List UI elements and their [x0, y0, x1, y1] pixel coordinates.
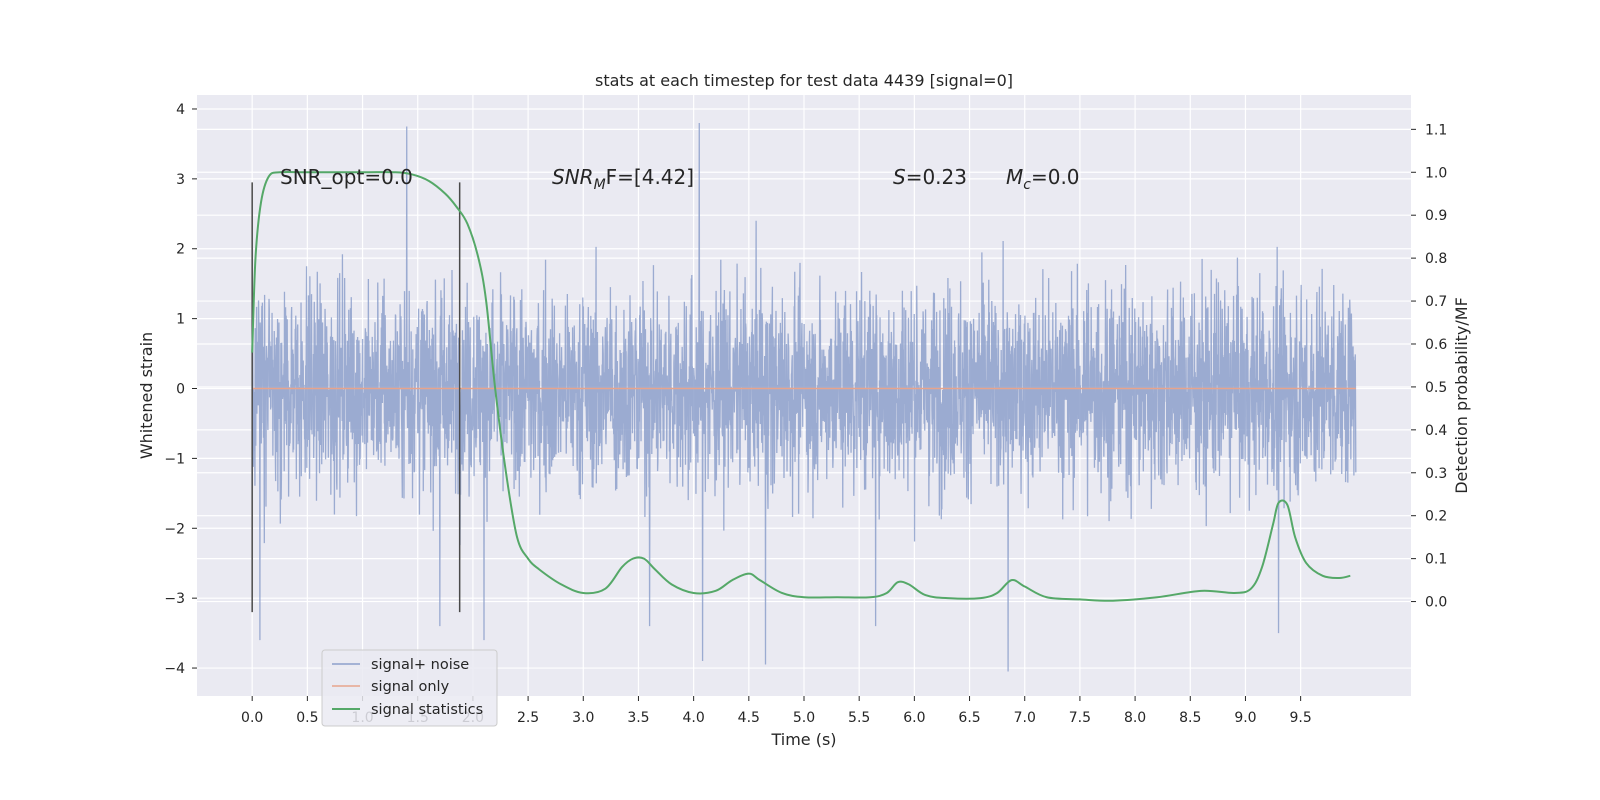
- annotation-snr-mf-sub: M: [594, 177, 606, 193]
- y2-tick-label: 0.4: [1425, 423, 1447, 439]
- annotation-snr-mf: SNRMF=[4.42]: [552, 165, 694, 193]
- annotation-s-main: S: [893, 165, 906, 189]
- x-tick-label: 5.0: [793, 710, 815, 726]
- annotation-mc-sub: c: [1023, 177, 1031, 193]
- annotation-snr-mf-rest: F=[4.42]: [606, 165, 694, 189]
- legend-label-signal-noise: signal+ noise: [371, 657, 469, 673]
- y2-axis-label: Detection probability/MF: [1452, 297, 1471, 494]
- y2-tick-label: 0.0: [1425, 595, 1447, 611]
- y2-tick-label: 1.1: [1425, 122, 1447, 138]
- y2-tick-label: 0.5: [1425, 380, 1447, 396]
- signal-statistics-series: [251, 170, 1351, 602]
- x-tick-label: 3.5: [627, 710, 649, 726]
- legend: signal+ noise signal only signal statist…: [321, 649, 498, 727]
- signal-noise-line: [251, 122, 1357, 672]
- legend-label-signal-statistics: signal statistics: [371, 702, 483, 718]
- x-tick-label: 2.5: [517, 710, 539, 726]
- y-tick-label: 2: [176, 242, 185, 258]
- x-tick-label: 0.0: [241, 710, 263, 726]
- y-tick-label: −4: [164, 661, 185, 677]
- x-tick-label: 9.0: [1234, 710, 1256, 726]
- x-tick-label: 4.5: [738, 710, 760, 726]
- y2-tick-label: 0.6: [1425, 337, 1447, 353]
- y-tick-label: −2: [164, 521, 185, 537]
- y2-tick-label: 0.1: [1425, 552, 1447, 568]
- x-tick-label: 7.0: [1014, 710, 1036, 726]
- y-tick-label: −1: [164, 451, 185, 467]
- x-tick-label: 0.5: [296, 710, 318, 726]
- window-markers: [251, 182, 461, 613]
- annotation-mc-main: M: [1006, 165, 1023, 189]
- annotation-s: S=0.23: [893, 165, 967, 189]
- x-tick-label: 3.0: [572, 710, 594, 726]
- annotation-mc-rest: =0.0: [1031, 165, 1080, 189]
- y-tick-label: 1: [176, 312, 185, 328]
- y2-tick-label: 0.2: [1425, 509, 1447, 525]
- y-axis-label: Whitened strain: [137, 332, 156, 459]
- annotation-s-rest: =0.23: [906, 165, 967, 189]
- tick-labels: 0.00.51.01.52.02.53.03.54.04.55.05.56.06…: [164, 102, 1447, 726]
- legend-box: [321, 649, 498, 727]
- x-tick-label: 9.5: [1290, 710, 1312, 726]
- y-tick-label: 4: [176, 102, 185, 118]
- chart-title: stats at each timestep for test data 443…: [595, 71, 1013, 90]
- x-axis-label: Time (s): [770, 730, 836, 749]
- y2-tick-label: 0.9: [1425, 208, 1447, 224]
- x-tick-label: 8.5: [1179, 710, 1201, 726]
- annotation-mc: Mc=0.0: [1006, 165, 1080, 193]
- x-tick-label: 8.0: [1124, 710, 1146, 726]
- x-tick-label: 7.5: [1069, 710, 1091, 726]
- annotation-snr-mf-main: SNR: [552, 165, 594, 189]
- y2-tick-label: 0.3: [1425, 466, 1447, 482]
- x-tick-label: 6.0: [903, 710, 925, 726]
- y-tick-label: −3: [164, 591, 185, 607]
- y2-tick-label: 0.7: [1425, 294, 1447, 310]
- signal-noise-series: [251, 122, 1357, 672]
- x-tick-label: 5.5: [848, 710, 870, 726]
- y-tick-label: 3: [176, 172, 185, 188]
- signal-statistics-line: [251, 170, 1351, 602]
- y2-tick-label: 1.0: [1425, 165, 1447, 181]
- x-tick-label: 6.5: [958, 710, 980, 726]
- x-tick-label: 4.0: [683, 710, 705, 726]
- legend-label-signal-only: signal only: [371, 679, 450, 695]
- annotation-snr-opt: SNR_opt=0.0: [280, 165, 413, 189]
- y-tick-label: 0: [176, 382, 185, 398]
- y2-tick-label: 0.8: [1425, 251, 1447, 267]
